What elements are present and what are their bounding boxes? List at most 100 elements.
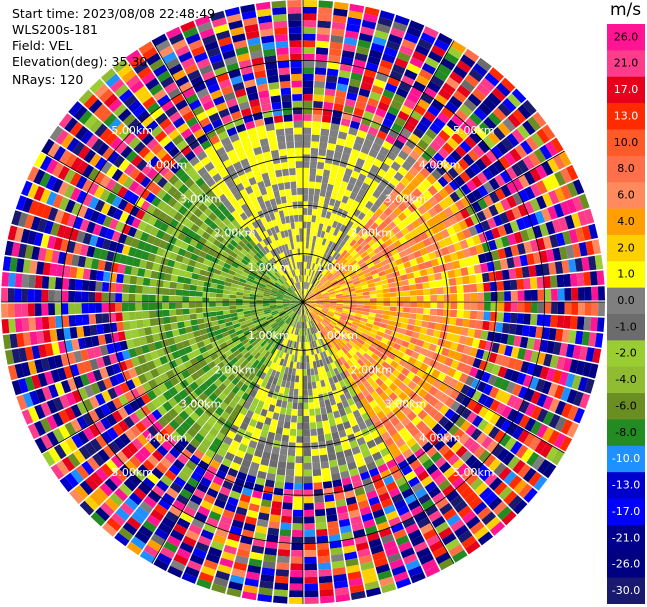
range-gate <box>48 316 56 329</box>
range-gate <box>319 400 326 408</box>
range-gate <box>547 382 559 397</box>
range-gate <box>369 399 378 409</box>
range-gate <box>185 460 197 471</box>
range-gate <box>398 427 409 438</box>
range-gate <box>221 551 236 562</box>
range-gate <box>219 365 229 374</box>
range-gate <box>477 506 492 521</box>
range-gate <box>518 400 530 414</box>
range-gate <box>311 381 317 389</box>
range-gate <box>497 291 505 301</box>
range-gate <box>230 439 241 450</box>
range-gate <box>188 193 199 204</box>
range-gate <box>357 229 366 237</box>
range-gate <box>290 354 295 362</box>
range-gate <box>303 0 318 7</box>
range-gate <box>46 399 58 414</box>
range-gate <box>335 593 351 603</box>
range-gate <box>273 314 280 319</box>
range-gate <box>183 405 194 416</box>
range-gate <box>442 124 455 137</box>
range-gate <box>134 365 144 376</box>
range-gate <box>325 272 332 279</box>
range-gate <box>559 201 571 216</box>
range-gate <box>44 343 54 357</box>
range-gate <box>366 209 375 219</box>
range-gate <box>465 336 474 347</box>
range-gate <box>415 313 424 321</box>
range-gate <box>512 177 524 192</box>
range-gate <box>334 287 342 292</box>
range-gate <box>238 356 247 364</box>
range-gate <box>568 259 577 273</box>
range-gate <box>64 406 76 421</box>
range-gate <box>140 417 152 429</box>
range-gate <box>345 427 354 436</box>
range-gate <box>290 304 297 309</box>
range-gate <box>303 241 306 249</box>
range-gate <box>338 70 351 79</box>
range-gate <box>52 428 65 443</box>
range-gate <box>106 250 115 262</box>
range-gate <box>456 84 471 98</box>
range-gate <box>349 259 358 267</box>
range-gate <box>77 204 88 218</box>
range-gate <box>306 307 311 314</box>
range-gate <box>335 307 343 311</box>
range-gate <box>309 174 316 182</box>
range-gate <box>168 408 179 419</box>
range-gate <box>99 127 113 142</box>
range-gate <box>291 543 303 551</box>
range-gate <box>202 422 213 433</box>
range-gate <box>184 566 200 578</box>
range-gate <box>307 255 311 263</box>
range-gate <box>183 277 192 285</box>
range-gate <box>333 360 340 368</box>
range-gate <box>236 308 244 313</box>
range-gate <box>480 262 489 273</box>
range-gate <box>258 338 265 345</box>
range-gate <box>100 403 112 417</box>
range-gate <box>364 235 373 244</box>
range-gate <box>335 89 347 99</box>
range-gate <box>190 471 203 483</box>
range-gate <box>378 365 387 374</box>
range-gate <box>340 118 351 127</box>
range-gate <box>271 311 279 316</box>
range-gate <box>447 471 461 484</box>
range-gate <box>212 437 223 448</box>
range-gate <box>359 335 367 342</box>
range-gate <box>478 339 487 350</box>
range-gate <box>216 447 227 458</box>
range-gate <box>268 329 275 336</box>
range-gate <box>169 344 178 353</box>
range-gate <box>501 269 510 280</box>
range-gate <box>500 170 512 184</box>
range-gate <box>475 369 485 381</box>
range-gate <box>187 560 202 572</box>
range-gate <box>470 459 483 472</box>
range-gate <box>287 394 294 403</box>
range-gate <box>407 238 417 247</box>
range-gate <box>389 306 397 312</box>
range-gate <box>231 335 240 343</box>
range-gate <box>543 276 551 289</box>
range-gate <box>304 550 317 557</box>
range-gate <box>311 448 320 457</box>
range-gate <box>408 20 425 32</box>
range-gate <box>341 531 354 541</box>
range-gate <box>572 345 582 360</box>
range-gate <box>108 218 119 230</box>
range-gate <box>325 211 332 219</box>
range-gate <box>243 584 258 594</box>
range-gate <box>346 161 356 171</box>
range-gate <box>274 282 282 288</box>
range-gate <box>92 247 102 259</box>
range-gate <box>179 541 194 554</box>
range-gate <box>304 556 317 564</box>
range-gate <box>496 82 511 97</box>
range-gate <box>491 364 501 376</box>
range-gate <box>354 487 366 497</box>
range-gate <box>500 198 511 211</box>
range-gate <box>86 347 96 360</box>
